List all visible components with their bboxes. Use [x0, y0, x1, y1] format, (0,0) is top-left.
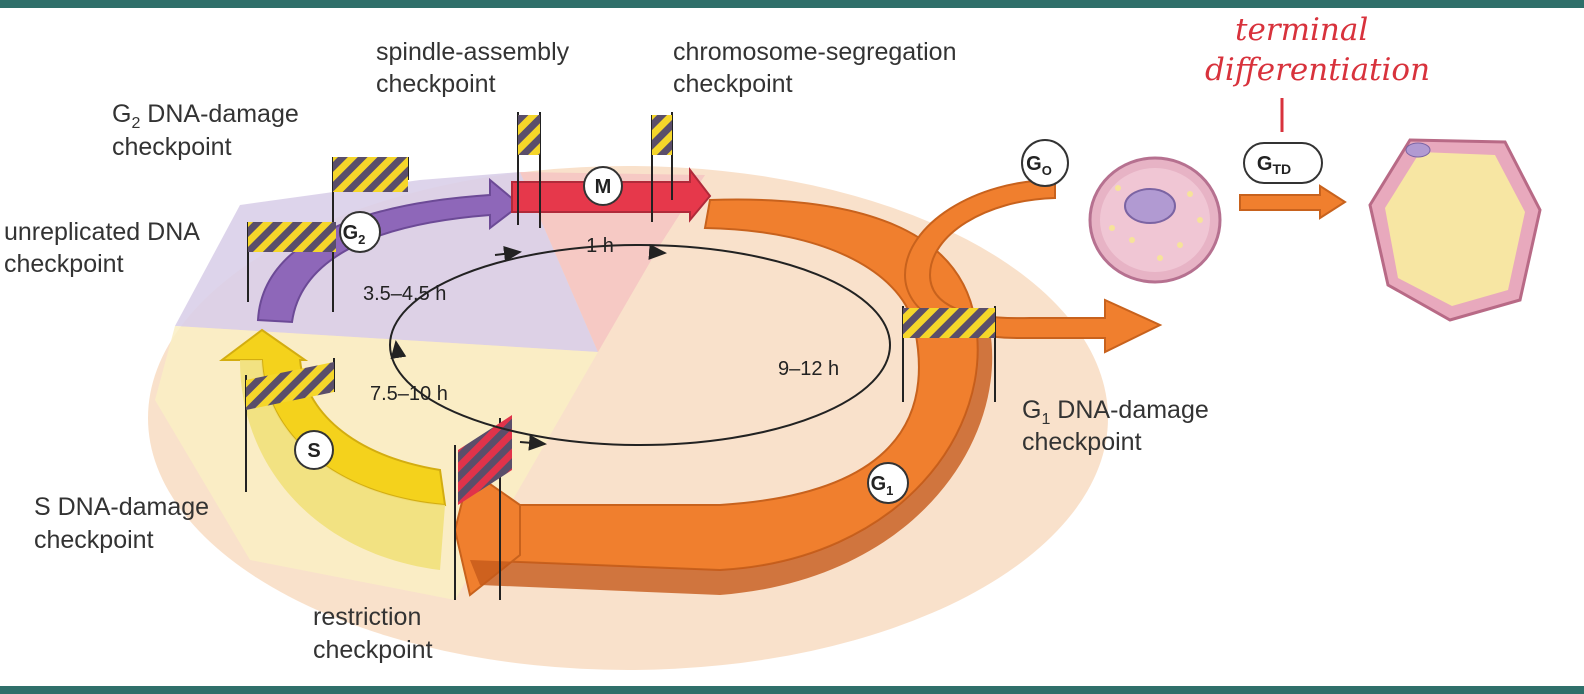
duration-loop: [389, 244, 891, 446]
svg-text:checkpoint: checkpoint: [112, 133, 232, 161]
flag-restriction: [454, 415, 512, 600]
flag-unreplicated: [247, 222, 336, 302]
svg-text:checkpoint: checkpoint: [1022, 428, 1142, 456]
svg-text:checkpoint: checkpoint: [4, 250, 124, 278]
phase-gtd: GTD: [1243, 142, 1323, 184]
phase-g0: GO: [1021, 139, 1069, 187]
loop-arrow-2: [648, 243, 667, 260]
phase-m: M: [583, 166, 623, 206]
svg-text:GTD: GTD: [1257, 153, 1291, 177]
top-frame-bar: [0, 0, 1584, 8]
m-sector: [520, 172, 705, 352]
label-spindle-checkpoint: spindle-assembly checkpoint: [376, 38, 570, 98]
svg-text:terminal: terminal: [1235, 12, 1368, 48]
loop-arrow-1: [494, 245, 522, 262]
flag-s-damage: [245, 358, 335, 492]
label-g1-damage-checkpoint: G1 DNA-damage checkpoint: [1022, 396, 1209, 456]
svg-text:restriction: restriction: [313, 603, 421, 631]
svg-text:checkpoint: checkpoint: [313, 636, 433, 664]
duration-s: 7.5–10 h: [370, 383, 448, 405]
svg-text:S: S: [307, 440, 320, 462]
label-segregation-checkpoint: chromosome-segregation checkpoint: [673, 38, 956, 98]
g1-arc: [469, 198, 979, 572]
svg-text:checkpoint: checkpoint: [34, 526, 154, 554]
svg-text:G2: G2: [343, 222, 366, 247]
g1-shadow: [470, 320, 993, 595]
label-restriction-checkpoint: restriction checkpoint: [313, 603, 433, 664]
svg-text:S DNA-damage: S DNA-damage: [34, 493, 209, 521]
label-s-damage-checkpoint: S DNA-damage checkpoint: [34, 493, 209, 554]
duration-m: 1 h: [586, 235, 614, 257]
svg-text:G2 DNA-damage: G2 DNA-damage: [112, 100, 299, 132]
svg-text:checkpoint: checkpoint: [376, 70, 496, 98]
svg-text:differentiation: differentiation: [1205, 52, 1430, 88]
svg-text:G1 DNA-damage: G1 DNA-damage: [1022, 396, 1209, 428]
loop-arrow-4: [390, 340, 407, 360]
duration-g1: 9–12 h: [778, 358, 839, 380]
phase-g2: G2: [339, 211, 381, 253]
g0-cell: [1088, 156, 1222, 284]
label-g2-damage-checkpoint: G2 DNA-damage checkpoint: [112, 100, 299, 161]
loop-arrow-3: [519, 434, 547, 451]
duration-g2: 3.5–4.5 h: [363, 283, 446, 305]
svg-text:M: M: [595, 176, 612, 198]
svg-text:unreplicated DNA: unreplicated DNA: [4, 218, 200, 246]
flag-spindle: [517, 112, 541, 228]
svg-text:spindle-assembly: spindle-assembly: [376, 38, 570, 66]
bottom-frame-bar: [0, 686, 1584, 694]
svg-text:chromosome-segregation: chromosome-segregation: [673, 38, 956, 66]
svg-text:checkpoint: checkpoint: [673, 70, 793, 98]
svg-text:GO: GO: [1026, 153, 1052, 178]
s-arc-shadow: [240, 360, 445, 570]
phase-s: S: [294, 430, 334, 470]
terminal-cell: [1368, 138, 1542, 322]
label-unreplicated-checkpoint: unreplicated DNA checkpoint: [4, 218, 200, 278]
gtd-arrow: [1239, 184, 1347, 220]
flag-segregation: [651, 112, 673, 222]
handwritten-annotation: terminal differentiation: [1205, 12, 1430, 88]
flag-g1-damage: [902, 306, 996, 402]
svg-text:G1: G1: [871, 473, 894, 498]
g0-branch: [903, 178, 1163, 354]
phase-g1: G1: [867, 462, 909, 504]
